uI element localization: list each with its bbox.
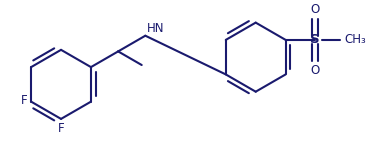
Text: HN: HN [146, 22, 164, 35]
Text: O: O [310, 64, 319, 77]
Text: S: S [310, 33, 320, 46]
Text: F: F [58, 122, 64, 135]
Text: CH₃: CH₃ [344, 33, 366, 46]
Text: F: F [21, 94, 28, 107]
Text: O: O [310, 3, 319, 16]
